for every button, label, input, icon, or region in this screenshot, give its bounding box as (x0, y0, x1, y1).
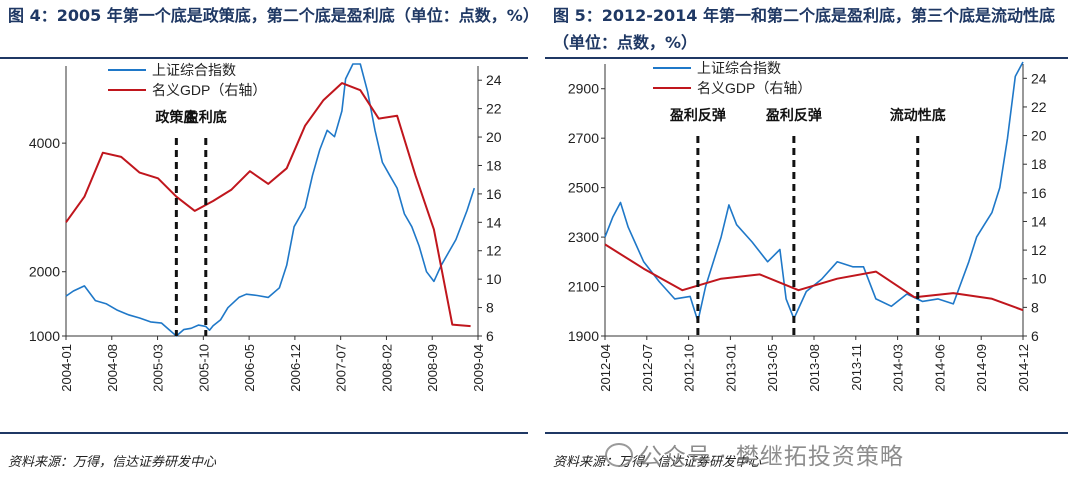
figure-5-chart: 1900 2100 2300 2500 2700 2900 6 8 10 12 14 16 18 20 22… (568, 60, 1047, 392)
left-tick-label: 2700 (568, 130, 599, 146)
x-tick-label: 2006-12 (288, 344, 303, 392)
right-tick-label: 18 (486, 157, 502, 173)
watermark: 公众号 · 樊继拓投资策略 (605, 437, 904, 471)
index-series-line (604, 61, 1024, 323)
x-tick-label: 2008-09 (425, 344, 440, 392)
gdp-series-line (65, 82, 471, 328)
x-tick-label: 2012-07 (640, 344, 655, 392)
right-tick-label: 18 (1031, 156, 1047, 172)
x-tick-label: 2013-08 (807, 344, 822, 392)
right-tick-label: 6 (1031, 328, 1039, 344)
right-tick-label: 14 (486, 214, 502, 230)
right-tick-label: 24 (1031, 70, 1047, 86)
wechat-icon (605, 442, 633, 467)
x-tick-label: 2013-01 (723, 344, 738, 392)
title-rule (545, 57, 1068, 59)
right-tick-label: 10 (486, 271, 502, 287)
x-tick-label: 2014-03 (891, 344, 906, 392)
right-tick-label: 16 (1031, 185, 1047, 201)
left-tick-label: 2100 (568, 279, 599, 295)
x-tick-label: 2004-08 (105, 344, 120, 392)
legend-label: 上证综合指数 (697, 60, 781, 76)
x-tick-label: 2005-03 (151, 344, 166, 392)
right-tick-label: 24 (486, 72, 502, 88)
right-tick-label: 6 (486, 328, 494, 344)
figure-4-title: 图 4：2005 年第一个底是政策底，第二个底是盈利底（单位：点数，%） (8, 6, 539, 25)
annotation-label: 盈利底 (184, 109, 227, 125)
right-tick-label: 8 (1031, 299, 1039, 315)
right-tick-label: 16 (486, 186, 502, 202)
annotation-label: 盈利反弹 (765, 107, 822, 123)
watermark-text: 公众号 · 樊继拓投资策略 (639, 444, 904, 470)
figure-5-title: 图 5：2012-2014 年第一和第二个底是盈利底，第三个底是流动性底（单位：… (553, 6, 1055, 52)
figure-4-chart: 1000 2000 4000 6 8 10 12 14 16 18 20 22 24 2004-01 200… (29, 62, 502, 392)
figure-4-source: 资料来源：万得，信达证券研发中心 (8, 455, 217, 470)
annotation-label: 盈利反弹 (669, 107, 726, 123)
x-tick-label: 2005-10 (196, 344, 211, 392)
right-tick-label: 22 (486, 101, 502, 117)
right-tick-label: 8 (486, 300, 494, 316)
x-tick-label: 2013-05 (765, 344, 780, 392)
legend-label: 上证综合指数 (152, 62, 236, 78)
left-tick-label: 2900 (568, 81, 599, 97)
annotation-label: 流动性底 (890, 107, 946, 123)
right-tick-label: 20 (486, 129, 502, 145)
right-tick-label: 10 (1031, 271, 1047, 287)
left-tick-label: 2000 (29, 264, 60, 280)
x-tick-label: 2014-09 (974, 344, 989, 392)
right-tick-label: 20 (1031, 128, 1047, 144)
left-tick-label: 2300 (568, 229, 599, 245)
footer-rule (0, 432, 528, 434)
x-tick-label: 2009-04 (471, 344, 486, 392)
x-tick-label: 2013-11 (849, 344, 864, 391)
right-tick-label: 12 (486, 243, 502, 259)
index-series-line (65, 63, 476, 337)
x-tick-label: 2006-05 (242, 344, 257, 392)
x-tick-label: 2014-12 (1016, 344, 1031, 392)
left-tick-label: 4000 (29, 135, 60, 151)
x-tick-label: 2012-04 (598, 344, 613, 392)
left-tick-label: 2500 (568, 180, 599, 196)
legend-label: 名义GDP（右轴） (697, 80, 811, 96)
legend-label: 名义GDP（右轴） (152, 82, 266, 98)
right-tick-label: 22 (1031, 99, 1047, 115)
left-tick-label: 1900 (568, 328, 599, 344)
x-tick-label: 2007-07 (334, 344, 349, 392)
x-tick-label: 2008-02 (379, 344, 394, 392)
title-rule (0, 57, 528, 59)
x-tick-label: 2012-10 (682, 344, 697, 392)
right-tick-label: 14 (1031, 213, 1047, 229)
figure-5-panel: 图 5：2012-2014 年第一和第二个底是盈利底，第三个底是流动性底（单位：… (545, 0, 1080, 498)
left-tick-label: 1000 (29, 328, 60, 344)
right-tick-label: 12 (1031, 242, 1047, 258)
annotation-label: 政策底 (155, 109, 197, 125)
x-tick-label: 2014-06 (932, 344, 947, 392)
gdp-series-line (604, 243, 1024, 312)
x-tick-label: 2004-01 (59, 344, 74, 392)
figure-4-panel: 图 4：2005 年第一个底是政策底，第二个底是盈利底（单位：点数，%） 100… (0, 6, 539, 470)
footer-rule (545, 432, 1068, 434)
